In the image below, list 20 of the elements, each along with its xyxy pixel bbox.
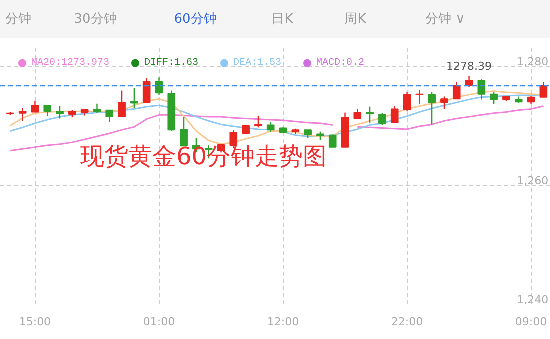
text: 60分钟 bbox=[174, 12, 217, 27]
legend-label: MA20:1273.973 bbox=[32, 58, 110, 69]
x-tick-label: 01:00 bbox=[143, 316, 176, 328]
annotation: 1278.39 bbox=[446, 60, 492, 73]
x-tick-label: 22:00 bbox=[391, 316, 424, 328]
text: 分钟 ∨ bbox=[426, 12, 466, 27]
text: 30分钟 bbox=[74, 12, 117, 27]
text: 分钟 bbox=[6, 12, 32, 27]
legend-label: DIFF:1.63 bbox=[144, 58, 199, 69]
text: 周K bbox=[344, 12, 367, 27]
y-tick-label: 1,260 bbox=[517, 174, 549, 188]
text: 日K bbox=[272, 12, 294, 27]
x-tick-label: 15:00 bbox=[19, 316, 52, 328]
x-tick-label: 09:00 bbox=[515, 316, 548, 328]
legend-label: MACD:0.2 bbox=[316, 58, 365, 69]
text: 现货黄金60分钟走势图 bbox=[80, 142, 328, 170]
y-tick-label: 1,280 bbox=[517, 55, 549, 68]
x-tick-label: 12:00 bbox=[267, 316, 300, 328]
legend-label: DEA:1.53 bbox=[234, 58, 282, 69]
y-tick-label: 1,240 bbox=[517, 294, 549, 306]
